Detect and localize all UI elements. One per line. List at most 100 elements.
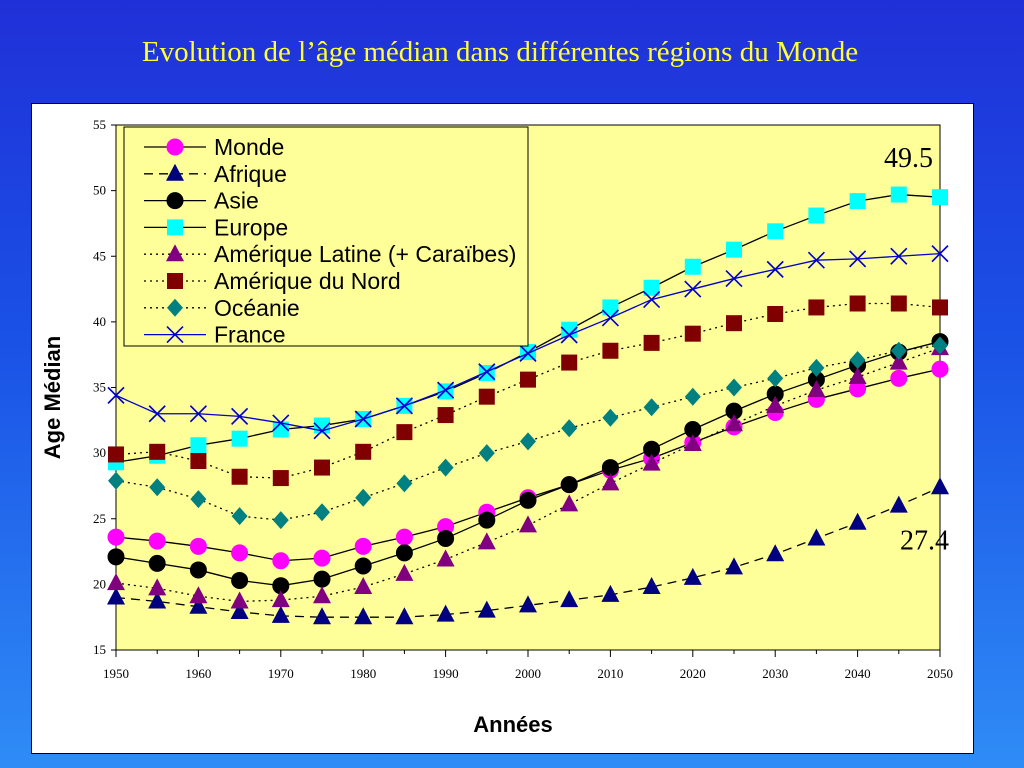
data-point-amerique-du-nord bbox=[849, 295, 866, 312]
data-point-oceanie bbox=[149, 478, 166, 497]
y-tick-label: 40 bbox=[93, 314, 106, 329]
legend-marker bbox=[166, 138, 184, 156]
data-point-monde bbox=[107, 528, 125, 546]
data-point-amerique-latine-caraibes bbox=[313, 586, 331, 604]
data-point-afrique bbox=[395, 607, 414, 625]
data-point-oceanie bbox=[849, 350, 866, 369]
data-point-asie bbox=[601, 459, 619, 477]
legend-item: Amérique Latine (+ Caraïbes) bbox=[144, 241, 516, 267]
data-point-asie bbox=[148, 554, 166, 572]
data-point-amerique-latine-caraibes bbox=[477, 532, 496, 550]
data-point-amerique-du-nord bbox=[684, 325, 701, 342]
data-point-amerique-du-nord bbox=[478, 388, 495, 405]
data-point-amerique-latine-caraibes bbox=[807, 380, 826, 398]
line-chart: 15 20 25 30 35 40 45 50 55 1950 1960 1970 1980 1990 20… bbox=[40, 117, 953, 737]
data-point-amerique-du-nord bbox=[890, 295, 907, 312]
data-point-afrique bbox=[848, 512, 867, 530]
data-point-amerique-du-nord bbox=[149, 443, 166, 460]
data-point-afrique bbox=[189, 596, 208, 614]
data-point-france bbox=[313, 422, 331, 440]
data-point-amerique-latine-caraibes bbox=[395, 563, 414, 581]
data-point-amerique-du-nord bbox=[808, 299, 825, 316]
series-oceanie bbox=[108, 336, 948, 530]
y-tick-label: 15 bbox=[93, 642, 106, 657]
data-point-amerique-latine-caraibes bbox=[642, 453, 661, 471]
data-point-amerique-du-nord bbox=[561, 354, 578, 371]
data-point-europe bbox=[520, 344, 536, 361]
data-point-oceanie bbox=[767, 369, 784, 388]
series-afrique bbox=[107, 477, 949, 625]
data-point-oceanie bbox=[561, 419, 578, 438]
legend-marker bbox=[166, 244, 184, 262]
data-point-afrique bbox=[931, 477, 949, 495]
data-point-amerique-latine-caraibes bbox=[436, 549, 455, 567]
legend-item: Amérique du Nord bbox=[144, 268, 401, 294]
data-point-oceanie bbox=[684, 387, 701, 406]
data-point-amerique-du-nord bbox=[231, 468, 248, 485]
x-tick-label: 2000 bbox=[515, 666, 541, 681]
value-annotation: 27.4 bbox=[900, 525, 949, 556]
legend-item: Europe bbox=[144, 214, 288, 240]
slide-title: Evolution de l’âge médian dans différent… bbox=[141, 36, 859, 68]
data-point-europe bbox=[767, 223, 784, 240]
legend-item: Océanie bbox=[144, 295, 300, 321]
data-point-monde bbox=[189, 537, 207, 555]
legend-label: Afrique bbox=[214, 161, 287, 187]
value-annotation: 49.5 bbox=[884, 143, 933, 174]
data-point-asie bbox=[478, 511, 496, 529]
data-point-asie bbox=[189, 561, 207, 579]
data-point-amerique-du-nord bbox=[643, 334, 660, 351]
data-point-france bbox=[643, 290, 661, 309]
data-point-amerique-du-nord bbox=[932, 299, 948, 316]
data-point-afrique bbox=[766, 544, 785, 562]
data-point-monde bbox=[395, 528, 413, 546]
y-tick-label: 20 bbox=[93, 576, 106, 591]
data-point-monde bbox=[231, 544, 249, 562]
legend-box bbox=[123, 126, 529, 347]
legend-label: Monde bbox=[214, 134, 284, 160]
data-point-europe bbox=[726, 241, 742, 258]
data-point-monde bbox=[148, 532, 166, 550]
data-point-oceanie bbox=[890, 341, 907, 360]
data-point-afrique bbox=[642, 577, 661, 594]
data-point-france bbox=[231, 407, 249, 425]
data-point-amerique-latine-caraibes bbox=[683, 433, 702, 451]
data-point-oceanie bbox=[231, 507, 248, 526]
data-point-europe bbox=[602, 299, 619, 316]
data-point-amerique-latine-caraibes bbox=[189, 586, 208, 604]
data-point-oceanie bbox=[602, 408, 619, 427]
data-point-france bbox=[354, 410, 372, 428]
data-point-afrique bbox=[889, 495, 908, 513]
data-point-asie bbox=[231, 571, 249, 589]
data-point-amerique-latine-caraibes bbox=[230, 591, 249, 609]
y-tick-label: 35 bbox=[93, 380, 106, 395]
y-axis-title: Age Médian bbox=[40, 336, 65, 459]
data-point-oceanie bbox=[272, 511, 289, 530]
data-point-afrique bbox=[107, 587, 125, 605]
data-point-afrique bbox=[807, 528, 826, 546]
data-point-france bbox=[766, 260, 784, 278]
data-point-monde bbox=[354, 537, 372, 555]
data-point-afrique bbox=[683, 567, 702, 585]
series-france bbox=[107, 245, 949, 440]
series-amerique-du-nord bbox=[108, 295, 948, 487]
data-point-france bbox=[890, 247, 908, 265]
data-point-europe bbox=[272, 421, 289, 438]
data-point-amerique-latine-caraibes bbox=[560, 494, 579, 512]
data-point-amerique-latine-caraibes bbox=[601, 473, 620, 491]
x-tick-label: 1960 bbox=[185, 666, 211, 681]
data-point-france bbox=[725, 269, 743, 288]
data-point-europe bbox=[932, 189, 948, 206]
data-point-france bbox=[519, 344, 537, 362]
data-point-amerique-latine-caraibes bbox=[766, 395, 785, 413]
data-point-amerique-du-nord bbox=[355, 443, 372, 460]
data-point-asie bbox=[107, 548, 125, 566]
data-point-monde bbox=[890, 369, 908, 387]
data-point-amerique-latine-caraibes bbox=[725, 414, 743, 432]
data-point-europe bbox=[890, 186, 907, 203]
data-point-afrique bbox=[148, 591, 167, 609]
data-point-asie bbox=[437, 529, 455, 547]
x-tick-label: 1970 bbox=[268, 666, 294, 681]
data-point-oceanie bbox=[643, 398, 660, 417]
x-tick-label: 1990 bbox=[433, 666, 459, 681]
